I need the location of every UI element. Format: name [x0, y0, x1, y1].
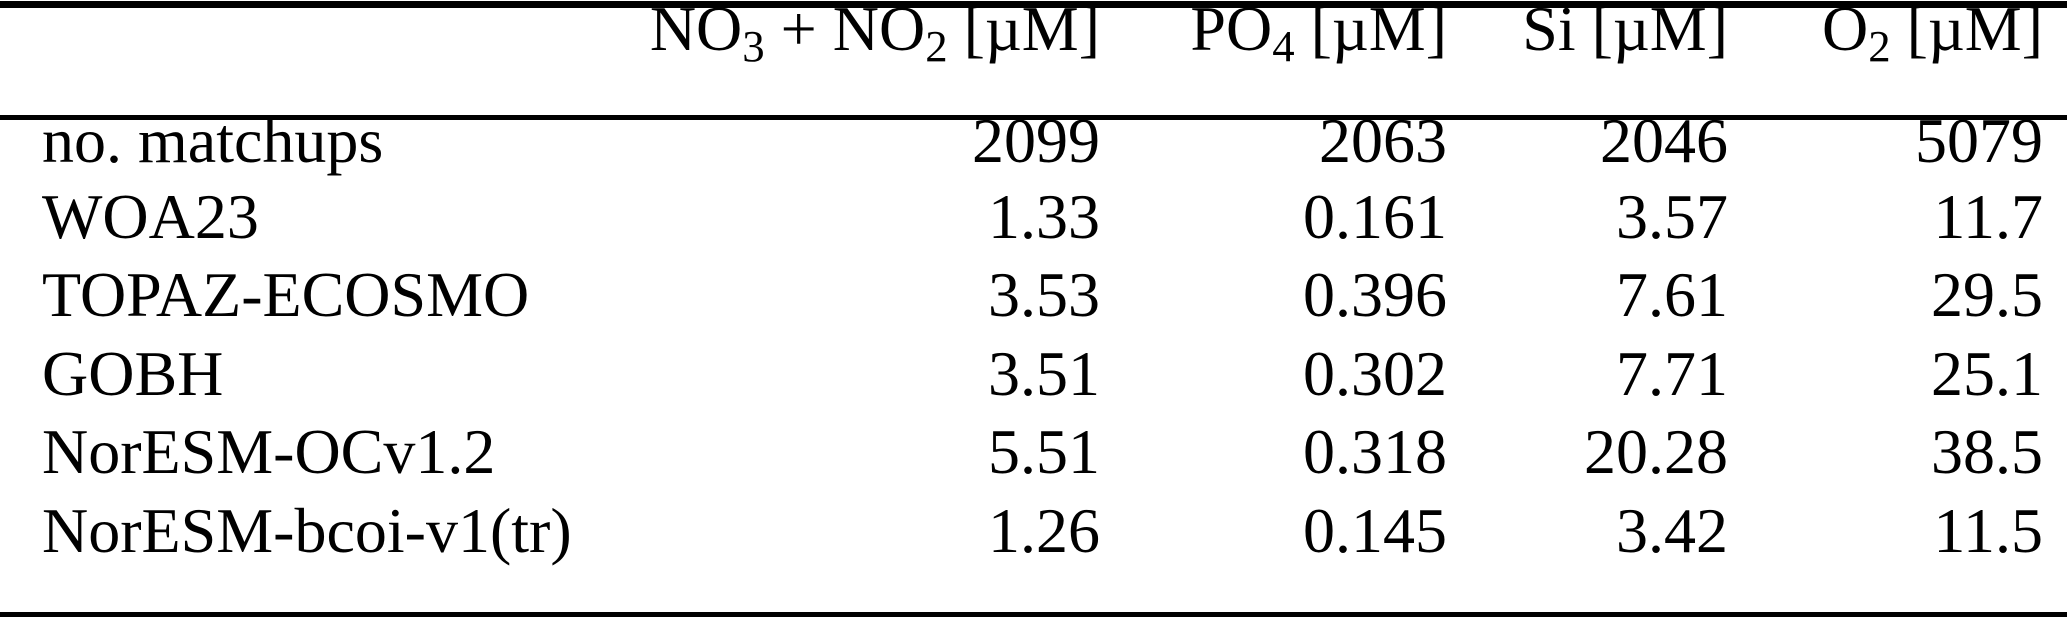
table-row: WOA23 1.33 0.161 3.57 11.7 [0, 180, 2067, 275]
row-label: WOA23 [42, 180, 259, 252]
statistics-table: NO3 + NO2 [µM] PO4 [µM] Si [µM] O2 [µM] … [0, 0, 2067, 589]
data-cell: 7.61 [1616, 259, 1728, 330]
data-cell: 38.5 [1931, 416, 2043, 487]
column-header-si: Si [µM] [1447, 0, 1728, 117]
subscript: 4 [1272, 21, 1295, 72]
data-cell: 2099 [972, 104, 1100, 176]
data-cell: 3.57 [1616, 180, 1728, 252]
header-text: [µM] [1890, 0, 2043, 64]
subscript: 2 [925, 21, 948, 72]
column-header-empty [0, 8, 640, 117]
row-label: NorESM-OCv1.2 [42, 416, 496, 487]
header-text: O [1821, 0, 1869, 64]
data-cell: 0.302 [1303, 337, 1447, 409]
column-header-no3-no2: NO3 + NO2 [µM] [640, 0, 1100, 117]
data-cell: 25.1 [1931, 337, 2043, 409]
data-cell: 5.51 [988, 416, 1100, 487]
column-header-o2: O2 [µM] [1728, 0, 2067, 117]
header-text: [µM] [947, 0, 1100, 64]
data-cell: 2046 [1600, 104, 1728, 176]
data-cell: 20.28 [1584, 416, 1728, 487]
data-cell: 0.318 [1303, 416, 1447, 487]
data-cell: 0.161 [1303, 180, 1447, 252]
data-cell: 3.42 [1616, 494, 1728, 566]
data-cell: 0.396 [1303, 259, 1447, 330]
table-row: no. matchups 2099 2063 2046 5079 [0, 104, 2067, 196]
table-row: GOBH 3.51 0.302 7.71 25.1 [0, 337, 2067, 432]
data-cell: 7.71 [1616, 337, 1728, 409]
data-cell: 29.5 [1931, 259, 2043, 330]
header-text: [µM] [1294, 0, 1447, 64]
data-cell: 5079 [1915, 104, 2043, 176]
header-text: Si [µM] [1522, 0, 1728, 64]
data-cell: 3.51 [988, 337, 1100, 409]
header-row: NO3 + NO2 [µM] PO4 [µM] Si [µM] O2 [µM] [0, 0, 2067, 117]
data-cell: 11.7 [1933, 180, 2043, 252]
row-label: no. matchups [42, 104, 384, 176]
table-row: TOPAZ-ECOSMO 3.53 0.396 7.61 29.5 [0, 259, 2067, 353]
data-cell: 0.145 [1303, 494, 1447, 566]
table-row: NorESM-OCv1.2 5.51 0.318 20.28 38.5 [0, 416, 2067, 510]
data-cell: 11.5 [1933, 494, 2043, 566]
subscript: 3 [742, 21, 765, 72]
header-text: + NO [764, 0, 926, 64]
subscript: 2 [1868, 21, 1891, 72]
header-text: PO [1190, 0, 1273, 64]
data-cell: 1.26 [988, 494, 1100, 566]
data-cell: 3.53 [988, 259, 1100, 330]
row-label: GOBH [42, 337, 224, 409]
row-label: TOPAZ-ECOSMO [42, 259, 530, 330]
table-row: NorESM-bcoi-v1(tr) 1.26 0.145 3.42 11.5 [0, 494, 2067, 589]
row-label: NorESM-bcoi-v1(tr) [42, 494, 572, 566]
data-cell: 2063 [1319, 104, 1447, 176]
column-header-po4: PO4 [µM] [1100, 0, 1447, 117]
data-cell: 1.33 [988, 180, 1100, 252]
header-text: NO [649, 0, 743, 64]
